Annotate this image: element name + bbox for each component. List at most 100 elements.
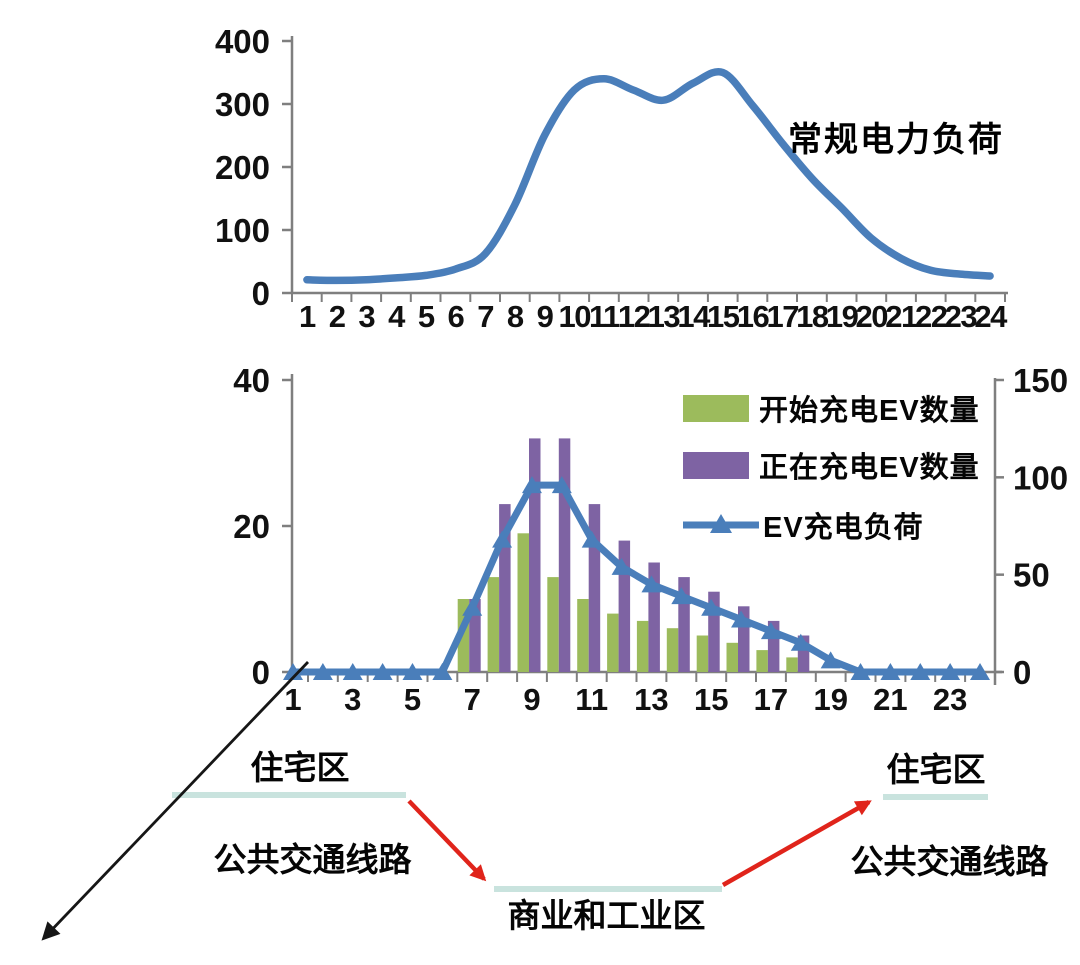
svg-text:16: 16	[737, 299, 770, 334]
svg-text:50: 50	[1013, 557, 1050, 594]
triangle-marker	[342, 663, 363, 680]
legend-swatch-charging-ev	[683, 451, 749, 479]
svg-text:7: 7	[477, 299, 493, 334]
triangle-marker	[940, 663, 961, 680]
zone-label-commercial-industrial: 商业和工业区	[507, 897, 706, 934]
svg-text:3: 3	[358, 299, 375, 334]
svg-text:20: 20	[233, 508, 270, 545]
triangle-marker	[760, 622, 781, 640]
left-y-tick-labels: 0 20 40	[233, 362, 270, 691]
bars-charging-ev	[469, 438, 810, 672]
zone-label-transit-left: 公共交通线路	[213, 841, 412, 878]
svg-text:21: 21	[873, 682, 907, 717]
svg-text:2: 2	[329, 299, 345, 334]
svg-text:150: 150	[1013, 362, 1068, 399]
ev-load-markers	[283, 476, 991, 680]
svg-text:9: 9	[523, 682, 540, 717]
right-y-tick-labels: 0 50 100 150	[1013, 362, 1068, 691]
svg-text:4: 4	[388, 299, 406, 334]
svg-text:0: 0	[252, 275, 270, 312]
triangle-marker	[820, 651, 841, 669]
triangle-marker	[283, 663, 303, 680]
svg-text:12: 12	[618, 299, 650, 334]
svg-text:6: 6	[448, 299, 465, 334]
svg-text:8: 8	[507, 299, 524, 334]
legend-label-charging-ev: 正在充电EV数量	[759, 452, 980, 484]
triangle-marker	[462, 598, 483, 616]
svg-text:17: 17	[766, 299, 798, 334]
svg-text:20: 20	[856, 299, 888, 334]
legend-label-start-ev: 开始充电EV数量	[759, 395, 980, 427]
svg-text:1: 1	[299, 299, 316, 334]
svg-text:17: 17	[754, 682, 788, 717]
svg-text:0: 0	[1013, 654, 1031, 691]
svg-text:13: 13	[634, 682, 668, 717]
svg-text:11: 11	[589, 299, 620, 334]
svg-text:21: 21	[885, 299, 918, 334]
svg-text:23: 23	[933, 682, 967, 717]
bars-start-ev	[457, 533, 798, 672]
legend-label-ev-load: EV充电负荷	[763, 512, 924, 544]
svg-text:19: 19	[826, 299, 859, 334]
svg-text:1: 1	[284, 682, 301, 717]
zone-flow-diagram	[41, 661, 988, 941]
triangle-marker	[551, 476, 572, 494]
legend-swatch-start-ev	[683, 394, 749, 422]
svg-text:14: 14	[677, 299, 711, 334]
red-arrow-down	[407, 799, 487, 882]
svg-text:13: 13	[648, 299, 681, 334]
triangle-marker	[850, 663, 871, 680]
triangle-marker	[671, 587, 692, 605]
triangle-marker	[611, 557, 632, 575]
zone-label-residential-right: 住宅区	[886, 751, 986, 788]
triangle-marker	[432, 663, 453, 680]
triangle-marker	[312, 663, 333, 680]
conventional-load-line	[303, 67, 994, 285]
zone-label-transit-right: 公共交通线路	[850, 843, 1049, 880]
triangle-marker	[641, 575, 662, 593]
platform-lines	[172, 792, 988, 892]
svg-text:3: 3	[344, 682, 361, 717]
svg-text:0: 0	[252, 654, 270, 691]
legend-marker-ev-load-line	[683, 514, 759, 533]
triangle-marker	[731, 610, 752, 628]
svg-text:11: 11	[575, 682, 608, 717]
triangle-marker	[581, 530, 602, 548]
svg-text:7: 7	[464, 682, 481, 717]
legend-item-ev-load: EV充电负荷	[683, 510, 924, 544]
triangle-marker	[790, 633, 811, 651]
conventional-load-annotation: 常规电力负荷	[788, 121, 1004, 159]
triangle-marker	[521, 476, 542, 494]
y-tick-labels: 0 100 200 300 400	[215, 23, 270, 312]
red-arrow-up	[721, 800, 872, 887]
svg-text:40: 40	[233, 362, 270, 399]
svg-text:15: 15	[694, 682, 728, 717]
triangle-marker	[402, 663, 423, 680]
svg-text:23: 23	[945, 299, 978, 334]
triangle-marker	[701, 598, 722, 616]
legend-item-start-ev: 开始充电EV数量	[683, 393, 980, 427]
x-tick-labels: 1 3 5 7 9 11 13 15 17 19 21 23	[284, 682, 967, 717]
svg-text:15: 15	[707, 299, 740, 334]
ev-chart-legend: 开始充电EV数量 正在充电EV数量 EV充电负荷	[683, 391, 1013, 544]
triangle-marker	[910, 663, 931, 680]
black-arrow	[41, 661, 310, 941]
zone-label-residential-left: 住宅区	[250, 749, 350, 786]
svg-text:18: 18	[796, 299, 829, 334]
svg-text:100: 100	[215, 212, 270, 249]
svg-text:100: 100	[1013, 459, 1068, 496]
svg-text:24: 24	[974, 299, 1008, 334]
svg-text:5: 5	[418, 299, 435, 334]
svg-text:5: 5	[404, 682, 421, 717]
svg-text:22: 22	[915, 299, 947, 334]
legend-item-charging-ev: 正在充电EV数量	[683, 450, 980, 484]
triangle-marker	[492, 530, 513, 548]
svg-text:200: 200	[215, 149, 270, 186]
svg-text:400: 400	[215, 23, 270, 60]
svg-text:19: 19	[813, 682, 847, 717]
triangle-marker	[372, 663, 393, 680]
